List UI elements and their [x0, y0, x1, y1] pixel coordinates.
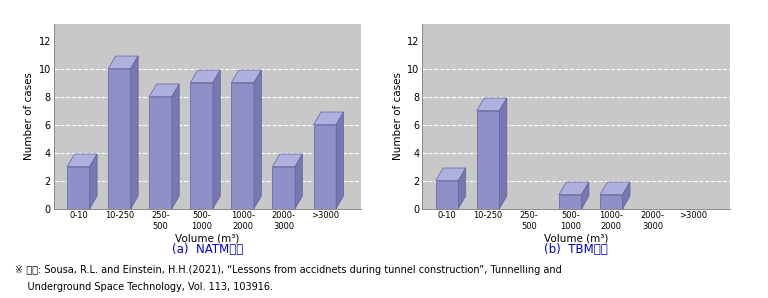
X-axis label: Volume (m³): Volume (m³) [544, 234, 608, 243]
Polygon shape [149, 84, 179, 97]
Polygon shape [313, 125, 336, 209]
Polygon shape [458, 168, 465, 209]
Polygon shape [254, 70, 261, 209]
Polygon shape [559, 182, 589, 195]
Text: (a)  NATM터널: (a) NATM터널 [172, 243, 243, 256]
Polygon shape [273, 154, 303, 167]
Polygon shape [600, 195, 623, 209]
Y-axis label: Number of cases: Number of cases [393, 72, 403, 160]
Polygon shape [67, 167, 90, 209]
Polygon shape [559, 195, 581, 209]
Polygon shape [600, 182, 630, 195]
Polygon shape [435, 168, 465, 181]
Polygon shape [213, 70, 220, 209]
Polygon shape [499, 98, 507, 209]
Polygon shape [231, 70, 261, 83]
Polygon shape [477, 98, 507, 111]
Polygon shape [90, 154, 97, 209]
Polygon shape [477, 111, 499, 209]
Polygon shape [313, 112, 343, 125]
Polygon shape [623, 182, 630, 209]
Polygon shape [273, 167, 295, 209]
Y-axis label: Number of cases: Number of cases [25, 72, 35, 160]
Polygon shape [190, 83, 213, 209]
Polygon shape [581, 182, 589, 209]
Text: ※ 출잘: Sousa, R.L. and Einstein, H.H.(2021), “Lessons from accidnets during tunne: ※ 출잘: Sousa, R.L. and Einstein, H.H.(202… [15, 265, 562, 275]
Polygon shape [190, 70, 220, 83]
Polygon shape [149, 97, 172, 209]
X-axis label: Volume (m³): Volume (m³) [175, 234, 240, 243]
Polygon shape [336, 112, 343, 209]
Polygon shape [108, 56, 138, 69]
Polygon shape [435, 181, 458, 209]
Text: (b)  TBM터널: (b) TBM터널 [544, 243, 608, 256]
Polygon shape [231, 83, 254, 209]
Polygon shape [67, 154, 97, 167]
Polygon shape [172, 84, 179, 209]
Polygon shape [295, 154, 303, 209]
Polygon shape [131, 56, 138, 209]
Text: Underground Space Technology, Vol. 113, 103916.: Underground Space Technology, Vol. 113, … [15, 282, 273, 292]
Polygon shape [108, 69, 131, 209]
